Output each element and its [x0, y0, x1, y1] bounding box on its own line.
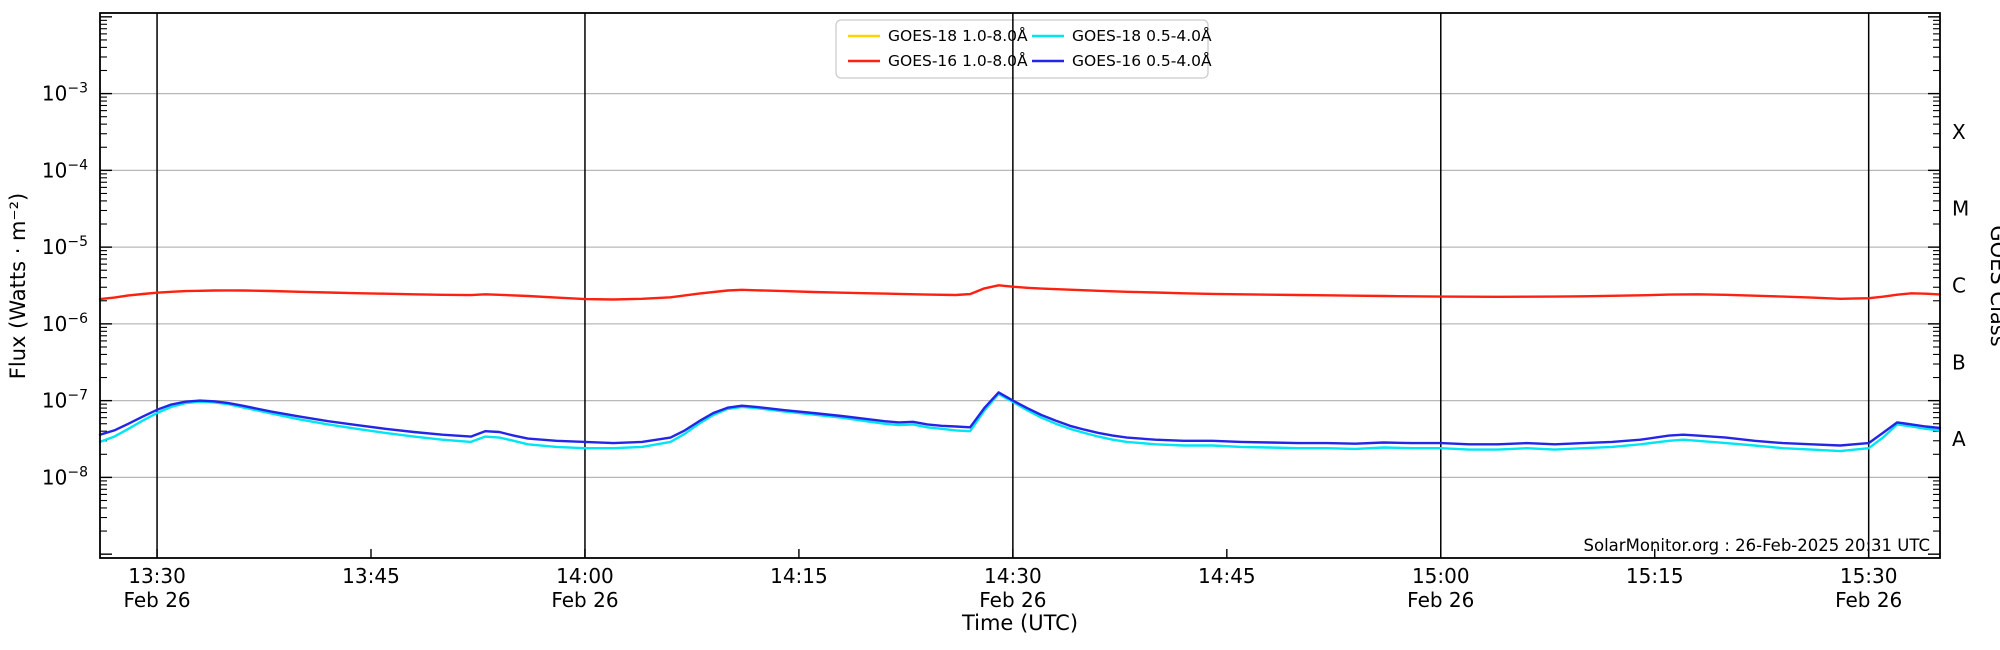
legend-entry-label: GOES-16 1.0-8.0Å	[888, 51, 1028, 70]
right-axis-label: GOES Class	[1986, 225, 2000, 346]
legend-entry-label: GOES-18 0.5-4.0Å	[1072, 26, 1212, 45]
flux-curve-goes-18-0-5-4-0-	[98, 392, 1942, 453]
x-tick-date-label: Feb 26	[551, 588, 618, 612]
goes-class-label: B	[1952, 350, 1966, 374]
x-axis-label: Time (UTC)	[961, 611, 1078, 635]
flux-curve-goes-16-1-0-8-0-	[98, 284, 1942, 301]
x-tick-label: 13:30	[128, 564, 186, 588]
x-tick-date-label: Feb 26	[1407, 588, 1474, 612]
x-tick-label: 14:00	[556, 564, 614, 588]
legend-entry-label: GOES-16 0.5-4.0Å	[1072, 51, 1212, 70]
x-tick-date-label: Feb 26	[1835, 588, 1902, 612]
x-tick-label: 14:45	[1198, 564, 1256, 588]
x-tick-date-label: Feb 26	[979, 588, 1046, 612]
goes-class-label: A	[1952, 427, 1966, 451]
x-tick-label: 13:45	[342, 564, 400, 588]
y-tick-label: 10−8	[42, 464, 88, 489]
legend-box	[835, 19, 1209, 79]
y-tick-label: 10−5	[42, 234, 88, 259]
flux-curve-goes-16-0-5-4-0-	[98, 391, 1942, 447]
goes-class-label: C	[1952, 274, 1966, 298]
y-tick-label: 10−6	[42, 311, 88, 336]
x-tick-label: 14:15	[770, 564, 828, 588]
attribution-text: SolarMonitor.org : 26-Feb-2025 20:31 UTC	[1584, 536, 1930, 555]
y-tick-label: 10−4	[42, 157, 88, 182]
x-tick-label: 15:00	[1412, 564, 1470, 588]
x-tick-label: 15:30	[1840, 564, 1898, 588]
y-tick-label: 10−7	[42, 388, 88, 413]
goes-class-label: M	[1952, 197, 1969, 221]
goes-class-label: X	[1952, 120, 1966, 144]
y-tick-label: 10−3	[42, 81, 88, 106]
legend: GOES-18 1.0-8.0Å GOES-16 1.0-8.0Å GOES-1…	[835, 19, 1212, 79]
plot-border	[99, 12, 1941, 559]
legend-entry-label: GOES-18 1.0-8.0Å	[888, 26, 1028, 45]
x-tick-label: 14:30	[984, 564, 1042, 588]
y-axis-label: Flux (Watts · m⁻²)	[6, 193, 30, 379]
x-tick-label: 15:15	[1626, 564, 1684, 588]
x-tick-date-label: Feb 26	[123, 588, 190, 612]
data-layer	[98, 13, 1942, 558]
